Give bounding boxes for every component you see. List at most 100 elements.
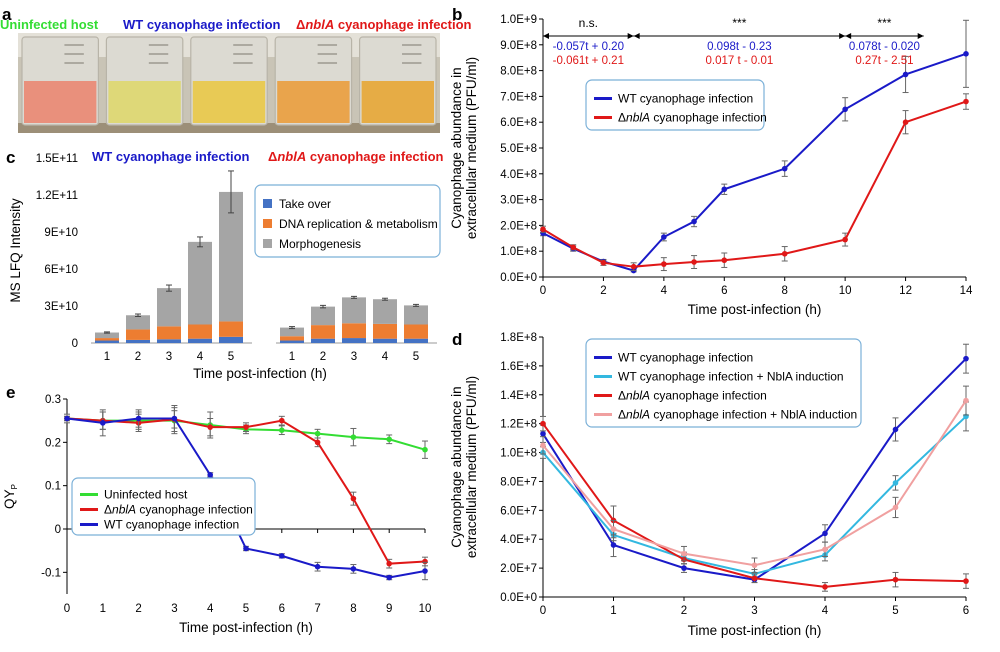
data-point [540,230,546,236]
legend-label: WT cyanophage infection [618,92,753,106]
x-tick-label: 6 [721,285,727,297]
data-point [279,417,285,424]
bar-segment [126,329,150,340]
data-point [64,415,70,422]
y-tick-label: 8.0E+8 [500,66,537,78]
data-point [350,434,357,440]
bar-segment [311,306,335,326]
data-point [691,259,697,265]
delta-regression-equation: 0.27t - 2.51 [855,55,913,67]
bar-segment [126,315,150,330]
arrow-head [839,33,846,39]
bar-segment [311,338,335,343]
y-tick-label: 1.0E+8 [500,246,537,258]
arrow-head [917,33,924,39]
significance-label: n.s. [579,16,598,30]
panel-a-label-delta-prefix: Δ [296,17,305,32]
data-point [691,218,697,225]
legend-box-d [585,338,862,428]
y-tick-label: 3E+10 [44,301,78,313]
data-point [100,420,106,426]
legend-label: Uninfected host [104,488,188,502]
data-point [630,263,637,270]
legend-label-part: nblA [626,408,650,422]
data-point [842,236,848,243]
x-tick-label: 10 [839,285,852,297]
legend-swatch [263,199,272,208]
data-point [135,415,142,422]
data-point [422,558,428,565]
panel-a: a Uninfected host WT cyanophage infectio… [0,5,472,133]
x-tick-label: 2 [681,605,687,617]
arrow-head [627,33,634,39]
bar-segment [342,323,366,339]
data-point [243,424,249,430]
y-axis-label: MS LFQ Intensity [8,198,23,303]
data-point [570,244,577,251]
data-point [681,565,687,571]
bar-segment [188,241,212,325]
x-tick-label: 7 [314,603,320,615]
x-tick-label: 3 [751,605,757,617]
data-point [902,119,909,125]
y-tick-label: 0.2 [45,437,61,449]
delta-regression-equation: 0.017 t - 0.01 [706,55,774,67]
legend-label-part: cyanophage infection [650,389,767,403]
panel-d-letter: d [452,330,462,349]
panel-c: c 0 3E+10 6E+10 9E+10 1.2E+11 1.5E+11 MS LFQ I… [6,148,444,381]
x-axis-label: Time post-infection (h) [193,366,327,381]
y-tick-label: 6.0E+8 [500,117,537,129]
group-title-part: nblA [277,149,306,164]
data-point [540,430,546,437]
legend-label: DNA replication & metabolism [279,217,438,231]
bar-segment [95,338,119,341]
y-tick-label: 1.2E+8 [500,419,537,431]
data-point [350,566,357,572]
data-point [279,427,285,434]
data-point [822,584,828,590]
bar-segment [219,336,243,343]
y-tick-label: 9E+10 [44,227,78,239]
flask-liquid [192,81,266,123]
bar-segment [311,325,335,339]
data-point [892,504,899,511]
x-tick-label: 5 [228,351,234,363]
legend-swatch [263,239,272,248]
y-axis-label: Cyanophage abundance in [449,67,464,228]
bar-segment [342,297,366,324]
legend-box-b [585,79,765,131]
series-uninfected [64,407,428,459]
legend-label: ΔnblA cyanophage infection [618,111,767,125]
significance-label: *** [732,16,746,30]
legend-label: WT cyanophage infection + NblA induction [618,370,844,384]
x-axis-label: Time post-infection (h) [179,620,313,635]
delta-regression-equation: -0.061t + 0.21 [553,55,624,67]
group-title: ΔnblA cyanophage infection [268,149,444,164]
panel-a-label-delta-suffix: cyanophage infection [334,17,471,32]
x-tick-label: 1 [289,351,295,363]
flask-liquid [24,81,97,123]
x-tick-label: 1 [104,351,110,363]
data-point [963,397,969,404]
data-point [892,480,899,486]
bar-segment [373,338,397,343]
bar-segment [280,327,304,337]
x-tick-label: 6 [963,605,969,617]
panel-a-label-delta-gene: nblA [305,17,334,32]
x-tick-label: 4 [661,285,668,297]
y-axis-label: Cyanophage abundance in [449,386,464,547]
bar-segment [404,324,428,339]
y-tick-label: 9.0E+8 [500,40,537,52]
data-point [314,563,321,570]
data-point [422,568,428,574]
y-tick-label: 1.2E+11 [36,190,78,202]
data-point [681,550,687,557]
bar-segment [373,299,397,324]
x-tick-label: 5 [892,605,898,617]
panel-b-letter: b [452,5,462,24]
x-axis-label: Time post-infection (h) [688,302,822,317]
legend-label-part: Δ [104,503,112,517]
x-tick-label: 4 [382,351,389,363]
bar-segment [157,326,181,340]
data-point [892,426,899,433]
